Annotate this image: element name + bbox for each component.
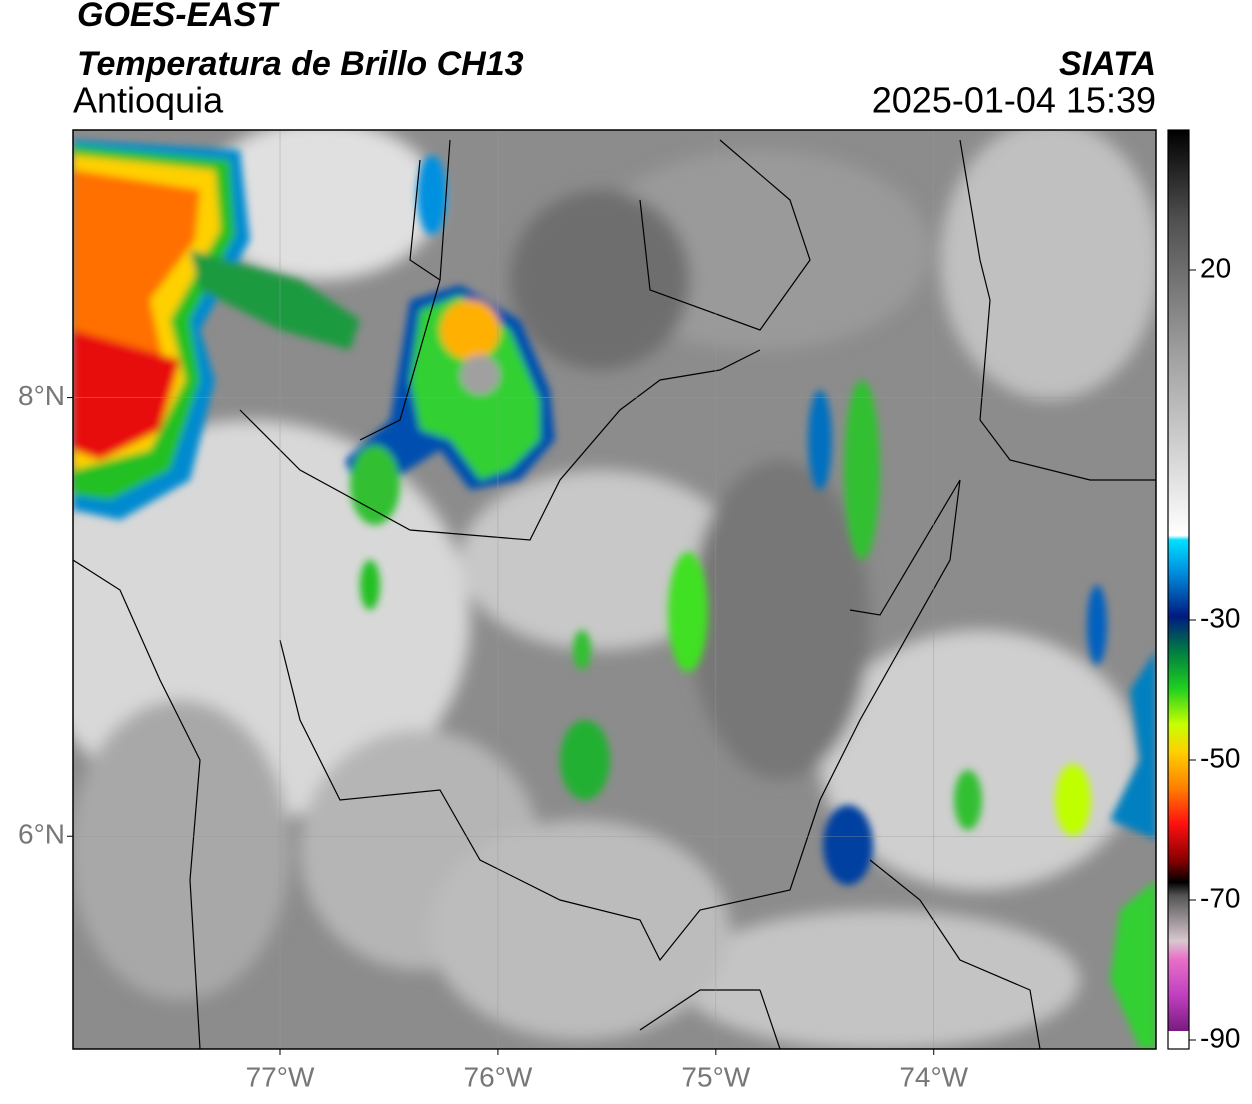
colorbar-tick-label: -50: [1200, 742, 1240, 773]
source: SIATA: [1059, 45, 1156, 83]
y-tick-label: 6°N: [18, 819, 65, 850]
colorbar: [1168, 130, 1189, 1031]
region: Antioquia: [73, 80, 224, 121]
y-tick-label: 8°N: [18, 380, 65, 411]
colorbar-frame: [1167, 129, 1190, 1050]
colorbar-tick-label: -70: [1200, 882, 1240, 913]
grid: [73, 130, 1156, 1049]
colorbar-tick-label: 20: [1200, 252, 1231, 283]
plot-frame: [72, 129, 1157, 1050]
colorbar-tick-label: -30: [1200, 602, 1240, 633]
title: GOES-EAST: [77, 0, 280, 34]
x-tick-label: 75°W: [681, 1061, 750, 1092]
x-tick-label: 74°W: [899, 1061, 968, 1092]
x-ticks: 77°W 76°W 75°W 74°W: [246, 1049, 969, 1092]
datetime: 2025-01-04 15:39: [872, 80, 1156, 121]
x-tick-label: 76°W: [464, 1061, 533, 1092]
satellite-image: [73, 130, 1156, 1049]
colorbar-ticks: 20 -30 -50 -70 -90: [1189, 252, 1240, 1053]
colorbar-tick-label: -90: [1200, 1022, 1240, 1053]
y-ticks: 8°N 6°N: [18, 380, 73, 850]
x-tick-label: 77°W: [246, 1061, 315, 1092]
colorbar-under: [1168, 1031, 1189, 1049]
subtitle: Temperatura de Brillo CH13: [77, 45, 524, 83]
